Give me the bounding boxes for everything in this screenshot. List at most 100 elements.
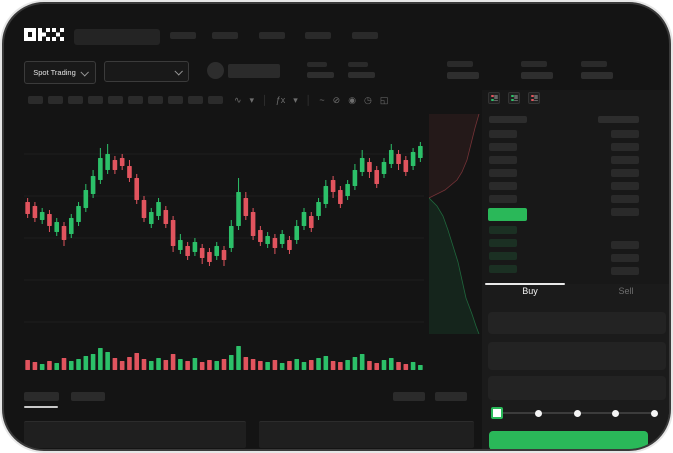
orderbook-view-toggles bbox=[488, 92, 540, 104]
buy-submit-button[interactable] bbox=[489, 431, 648, 449]
pair-name-placeholder bbox=[228, 64, 280, 78]
order-form-input[interactable] bbox=[488, 312, 666, 334]
slider-stop[interactable] bbox=[612, 409, 620, 417]
book-bids-icon[interactable] bbox=[508, 92, 520, 104]
divider: │ bbox=[262, 94, 268, 105]
bid-price-row[interactable] bbox=[489, 239, 517, 247]
amount-slider[interactable] bbox=[491, 407, 658, 419]
slider-stop[interactable] bbox=[491, 407, 503, 419]
stat-value-placeholder bbox=[447, 72, 479, 79]
timeframe-button[interactable] bbox=[68, 96, 83, 104]
amount-row bbox=[611, 267, 639, 275]
nav-item[interactable] bbox=[352, 32, 378, 39]
nav-item[interactable] bbox=[170, 32, 196, 39]
bottom-panel bbox=[259, 421, 474, 448]
bottom-active-tab-underline bbox=[24, 406, 58, 408]
market-type-label: Spot Trading bbox=[33, 68, 76, 77]
compare-icon[interactable]: ⊘ bbox=[332, 94, 341, 105]
bottom-tab-active[interactable] bbox=[24, 392, 59, 401]
timeframe-button[interactable] bbox=[88, 96, 103, 104]
timeframe-button[interactable] bbox=[108, 96, 123, 104]
fullscreen-icon[interactable]: ◱ bbox=[379, 94, 389, 105]
depth-chart bbox=[429, 114, 480, 334]
amount-row bbox=[611, 143, 639, 151]
bottom-action-placeholder[interactable] bbox=[393, 392, 425, 401]
caret-down-icon[interactable]: ▾ bbox=[293, 94, 298, 105]
tab-sell[interactable]: Sell bbox=[618, 286, 634, 296]
history-icon[interactable]: ◷ bbox=[364, 94, 372, 105]
tab-buy[interactable]: Buy bbox=[522, 286, 538, 296]
timeframe-button[interactable] bbox=[48, 96, 63, 104]
active-tab-indicator bbox=[485, 283, 565, 285]
line-tool-icon[interactable]: ~ bbox=[319, 94, 325, 105]
ask-price-row[interactable] bbox=[489, 143, 517, 151]
caret-down-icon[interactable]: ▾ bbox=[249, 94, 255, 105]
stat-value-placeholder bbox=[521, 72, 553, 79]
timeframe-button[interactable] bbox=[208, 96, 223, 104]
timeframe-button[interactable] bbox=[28, 96, 43, 104]
stat-block bbox=[307, 62, 335, 79]
amount-row bbox=[611, 182, 639, 190]
stat-label-placeholder bbox=[307, 62, 327, 67]
nav-item[interactable] bbox=[212, 32, 238, 39]
stat-label-placeholder bbox=[447, 61, 473, 67]
amount-row bbox=[611, 208, 639, 216]
last-price-badge[interactable] bbox=[488, 208, 527, 221]
stat-label-placeholder bbox=[521, 61, 547, 67]
timeframe-button[interactable] bbox=[188, 96, 203, 104]
amount-row bbox=[611, 169, 639, 177]
amount-row bbox=[611, 130, 639, 138]
screenshot-icon[interactable]: ◉ bbox=[348, 94, 357, 105]
stat-block bbox=[447, 61, 479, 81]
bid-price-row[interactable] bbox=[489, 226, 517, 234]
stat-label-placeholder bbox=[348, 62, 368, 67]
stat-value-placeholder bbox=[348, 72, 375, 78]
slider-stop[interactable] bbox=[573, 409, 581, 417]
amount-row bbox=[611, 195, 639, 203]
timeframe-button[interactable] bbox=[128, 96, 143, 104]
ask-price-row[interactable] bbox=[489, 195, 517, 203]
ask-price-row[interactable] bbox=[489, 156, 517, 164]
ask-price-row[interactable] bbox=[489, 130, 517, 138]
bottom-panel bbox=[24, 421, 246, 448]
volume-chart bbox=[25, 346, 423, 370]
timeframe-button[interactable] bbox=[148, 96, 163, 104]
candlestick-chart[interactable] bbox=[24, 114, 424, 334]
indicators-icon[interactable]: ƒx bbox=[275, 94, 286, 105]
stat-value-placeholder bbox=[581, 72, 613, 79]
order-form-input[interactable] bbox=[488, 342, 666, 370]
ask-price-row[interactable] bbox=[489, 169, 517, 177]
chart-tools: ∿ ▾ │ ƒx ▾ │ ~ ⊘ ◉ ◷ ◱ bbox=[234, 93, 388, 107]
slider-stop[interactable] bbox=[651, 409, 658, 417]
bid-price-row[interactable] bbox=[489, 265, 517, 273]
bottom-tab[interactable] bbox=[71, 392, 105, 401]
chevron-down-icon bbox=[80, 67, 89, 77]
chart-style-icon[interactable]: ∿ bbox=[234, 94, 242, 105]
nav-item[interactable] bbox=[259, 32, 285, 39]
orderbook-header-right bbox=[598, 116, 639, 123]
book-asks-icon[interactable] bbox=[528, 92, 540, 104]
market-type-selector[interactable]: Spot Trading bbox=[24, 61, 96, 84]
amount-row bbox=[611, 254, 639, 262]
stat-block bbox=[348, 62, 376, 79]
pair-select[interactable] bbox=[104, 61, 189, 82]
coin-avatar bbox=[207, 62, 224, 79]
ask-price-row[interactable] bbox=[489, 182, 517, 190]
timeframe-toolbar bbox=[28, 96, 223, 104]
okx-logo[interactable] bbox=[24, 28, 64, 41]
slider-stop[interactable] bbox=[534, 409, 542, 417]
divider: │ bbox=[305, 94, 312, 105]
orderbook-header-left bbox=[489, 116, 527, 123]
book-both-icon[interactable] bbox=[488, 92, 500, 104]
bid-price-row[interactable] bbox=[489, 252, 517, 260]
stat-label-placeholder bbox=[581, 61, 607, 67]
stat-block bbox=[581, 61, 613, 81]
nav-item[interactable] bbox=[305, 32, 331, 39]
order-form-input[interactable] bbox=[488, 376, 666, 400]
stat-block bbox=[521, 61, 553, 81]
bottom-action-placeholder[interactable] bbox=[435, 392, 467, 401]
search-input[interactable] bbox=[74, 29, 160, 45]
timeframe-button[interactable] bbox=[168, 96, 183, 104]
stat-value-placeholder bbox=[307, 72, 334, 78]
